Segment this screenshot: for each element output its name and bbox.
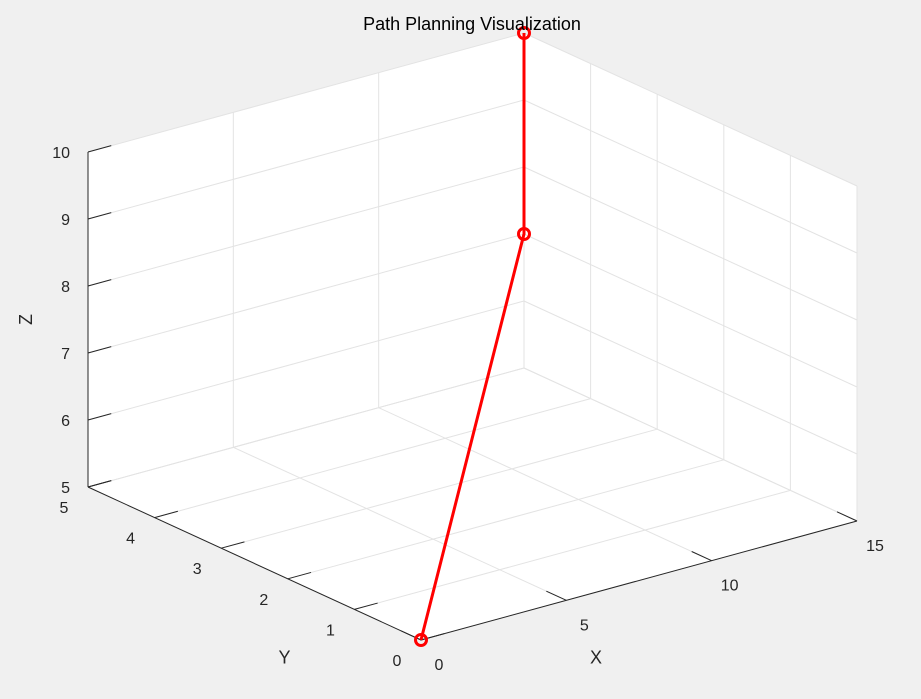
grid-line-wall-xz [87, 32, 525, 153]
z-tick-label: 9 [61, 212, 70, 229]
y-axis-label: Y [278, 648, 290, 668]
z-tick-mark [87, 212, 112, 220]
z-tick-mark [87, 145, 112, 153]
grid-line-wall-yz [523, 99, 858, 254]
y-tick-label: 1 [326, 622, 335, 639]
z-tick-label: 10 [52, 145, 70, 162]
y-axis-line [87, 486, 422, 641]
path-point-marker [517, 26, 531, 40]
x-tick-label: 0 [435, 657, 444, 674]
tick-marks [87, 145, 858, 641]
grid-line-floor-y [154, 398, 591, 519]
z-axis-label: Z [16, 314, 36, 325]
grid-line-floor-x [233, 446, 567, 601]
x-tick-label: 10 [721, 578, 739, 595]
y-tick-label: 5 [60, 500, 69, 517]
path-line [419, 33, 526, 641]
grid-line-floor-y [221, 428, 658, 549]
path-point-marker [517, 227, 531, 241]
z-tick-mark [87, 413, 112, 421]
grid-line-floor-y [287, 459, 724, 580]
axes-face [88, 33, 857, 640]
y-tick-mark [420, 633, 445, 641]
y-tick-mark [221, 541, 245, 549]
x-tick-mark [691, 551, 712, 562]
y-tick-label: 4 [126, 531, 135, 548]
x-tick-mark [546, 590, 567, 601]
y-tick-label: 0 [393, 653, 402, 670]
grid-line-wall-xz [87, 233, 525, 354]
z-tick-label: 6 [61, 413, 70, 430]
grid-line-floor-x [378, 407, 712, 562]
grid-line-wall-xz [87, 367, 525, 488]
grid-line-wall-xz [87, 99, 525, 220]
grid-line-wall-yz [523, 233, 858, 388]
z-tick-label: 7 [61, 346, 70, 363]
y-tick-mark [354, 602, 378, 610]
x-tick-mark [400, 630, 422, 641]
grid-line-wall-yz [523, 300, 858, 455]
z-tick-label: 8 [61, 279, 70, 296]
grid-line-wall-yz [523, 32, 858, 187]
grid-line-wall-yz [523, 367, 858, 522]
grid-line-wall-yz [523, 166, 858, 321]
path-series [414, 26, 531, 647]
chart-title: Path Planning Visualization [363, 14, 581, 34]
x-tick-mark [836, 511, 858, 522]
grid-line-wall-xz [87, 166, 525, 287]
z-tick-mark [87, 279, 112, 287]
x-tick-label: 15 [866, 538, 884, 555]
axes-edges [87, 152, 858, 641]
x-tick-label: 5 [580, 617, 589, 634]
grid-line-wall-xz [87, 300, 525, 421]
tick-labels: 0 5 10 15 0 1 2 3 4 5 5 6 7 8 9 10 [52, 145, 884, 674]
x-axis-label: X [590, 648, 602, 668]
z-tick-label: 5 [61, 480, 70, 497]
y-tick-label: 2 [259, 592, 268, 609]
grid-line-floor-y [354, 489, 791, 610]
x-axis-line [420, 520, 858, 641]
y-tick-label: 3 [193, 561, 202, 578]
z-tick-mark [87, 346, 112, 354]
z-tick-mark [87, 480, 112, 488]
path-point-marker [414, 633, 428, 647]
y-tick-mark [287, 571, 312, 580]
y-tick-mark [154, 510, 178, 519]
